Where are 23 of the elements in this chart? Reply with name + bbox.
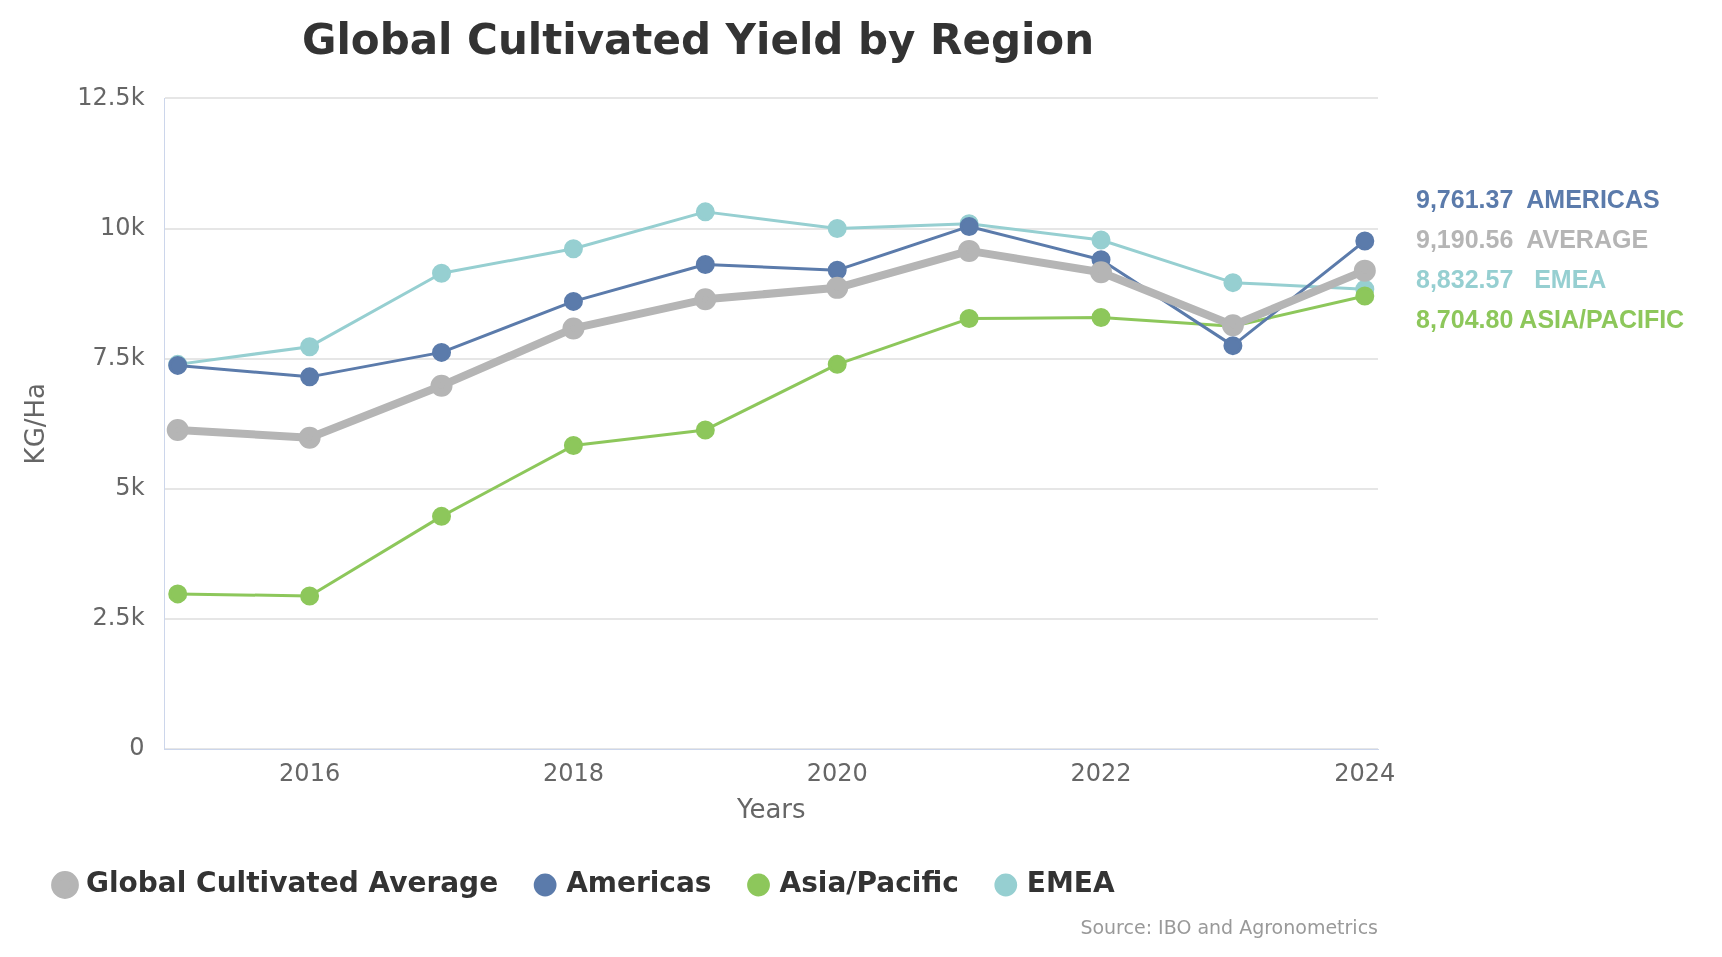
y-tick-label: 2.5k [92,603,145,632]
y-tick-label: 0 [129,733,145,762]
y-axis-title: KG/Ha [20,382,51,465]
legend-label: Asia/Pacific [779,866,959,900]
y-tick-label: 10k [100,212,145,241]
x-tick-label: 2022 [1070,758,1132,787]
data-label: 9,190.56 AVERAGE [1416,224,1649,253]
y-tick-label: 7.5k [92,342,145,371]
data-label: 8,832.57 EMEA [1416,264,1607,293]
legend-label: EMEA [1026,866,1115,900]
source-note: Source: IBO and Agronometrics [1080,916,1378,939]
data-label: 8,704.80 ASIA/PACIFIC [1416,304,1685,333]
legend-label: Americas [566,866,712,900]
x-tick-label: 2018 [542,758,604,787]
chart-title: Global Cultivated Yield by Region [301,15,1095,65]
x-tick-label: 2020 [806,758,868,787]
y-tick-label: 12.5k [77,82,145,111]
legend-label: Global Cultivated Average [86,866,499,900]
x-tick-label: 2024 [1334,758,1396,787]
y-tick-label: 5k [115,472,145,501]
data-label: 9,761.37 AMERICAS [1416,184,1660,213]
x-tick-label: 2016 [279,758,341,787]
x-axis-title: Years [735,794,806,825]
